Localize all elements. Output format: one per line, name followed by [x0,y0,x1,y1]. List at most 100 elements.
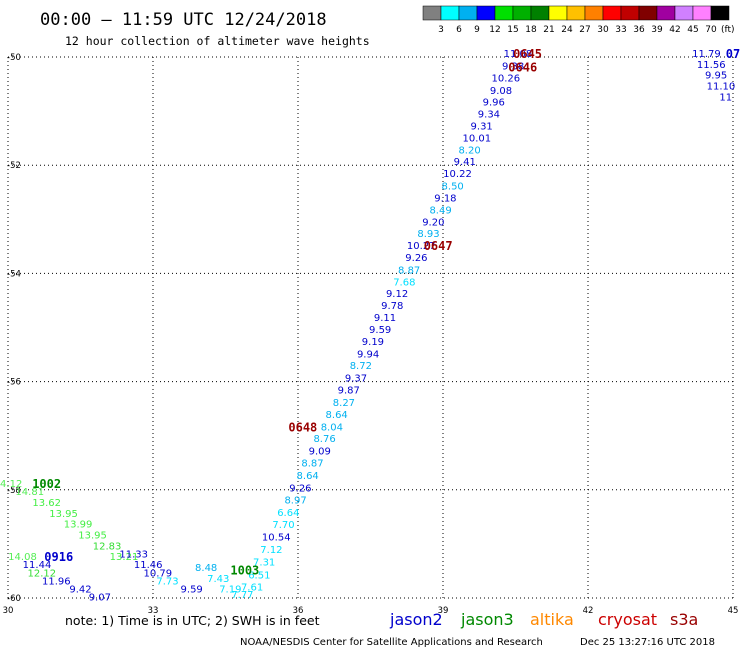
colorbar-swatch [512,5,532,21]
chart-subtitle: 12 hour collection of altimeter wave hei… [65,34,370,48]
colorbar-swatch [476,5,496,21]
swh-label: 11.44 [23,560,52,571]
swh-label: 7.61 [241,582,263,593]
swh-label: 7.43 [207,574,229,585]
grid-lines [7,56,734,599]
swh-label: 9.59 [181,585,203,596]
time-label: 0648 [288,420,317,434]
swh-label: 14.08 [8,552,37,563]
colorbar-label: 36 [633,25,645,35]
swh-label: 11.56 [697,60,726,71]
swh-label: 8.64 [326,410,348,421]
swh-label: 10.54 [262,533,291,544]
swh-label: 10.22 [443,169,472,180]
footer-note: note: 1) Time is in UTC; 2) SWH is in fe… [65,613,320,628]
mission-legend: jason2 jason3 altika cryosat s3a [389,610,698,629]
swh-label: 9.08 [490,86,512,97]
swh-label: 8.76 [313,434,335,445]
colorbar-swatch [422,5,442,21]
swh-label: 8.48 [195,563,217,574]
swh-label: 11 [719,92,732,103]
swh-label: 8.93 [417,229,439,240]
swh-label: 12.83 [93,541,122,552]
swh-label: 13.95 [49,509,78,520]
swh-label: 11.79 [692,49,721,60]
swh-label: 9.12 [386,289,408,300]
swh-label: 7.70 [272,520,294,531]
mission-label-altika: altika [530,610,574,629]
time-label: 0645 [513,47,542,61]
colorbar-label: 3 [438,25,444,35]
swh-label: 8.97 [284,495,306,506]
swh-label: 13.21 [110,552,139,563]
swh-label: 9.09 [309,447,331,458]
timestamp-text: Dec 25 13:27:16 UTC 2018 [580,637,715,648]
time-label: 1003 [230,564,259,578]
swh-label: 9.78 [381,301,403,312]
colorbar-label: 12 [489,25,500,35]
colorbar-label: 70 [705,25,717,35]
swh-label: 9.26 [405,253,427,264]
colorbar-swatch [602,5,622,21]
y-tick-label: -52 [7,161,21,171]
swh-label: 7.12 [260,545,282,556]
y-tick-label: -56 [7,378,21,388]
swh-label: 9.94 [357,349,379,360]
colorbar-label: 21 [543,25,554,35]
swh-label: 9.19 [362,337,384,348]
swh-label: 7.73 [156,576,178,587]
colorbar-unit: (ft) [721,25,735,35]
swh-label: 6.64 [277,508,299,519]
swh-label: 9.18 [434,193,456,204]
swh-label: 9.07 [89,593,111,604]
colorbar-label: 6 [456,25,462,35]
y-tick-label: -54 [7,269,21,279]
swh-label: 8.87 [398,265,420,276]
swh-label: 13.99 [64,520,93,531]
x-tick-label: 42 [583,606,594,616]
colorbar-swatch [566,5,586,21]
y-tick-label: -60 [7,594,21,604]
swh-label: 8.87 [301,459,323,470]
colorbar-swatch [638,5,658,21]
swh-label: 9.41 [454,157,476,168]
swh-label: 8.50 [442,182,464,193]
colorbar-label: 30 [597,25,609,35]
colorbar-label: 45 [687,25,698,35]
swh-label: 8.64 [297,471,319,482]
time-label: 07 [726,47,740,61]
x-tick-label: 45 [728,606,739,616]
colorbar-swatch [692,5,712,21]
swh-label: 9.26 [289,483,311,494]
swh-label: 9.38 [502,61,524,72]
swh-label: 10.79 [144,568,173,579]
colorbar-label: 27 [579,25,590,35]
swh-label: 7.31 [253,558,275,569]
swh-label: 11.46 [134,560,163,571]
swh-label: 11.33 [119,549,148,560]
credit-text: NOAA/NESDIS Center for Satellite Applica… [240,637,543,648]
colorbar-swatch [584,5,604,21]
axes: 30 33 36 39 42 45 -50 -52 -54 -56 -58 -60 [3,53,739,616]
time-label: 0646 [508,61,537,75]
time-label: 1002 [32,477,61,491]
colorbar-swatch [440,5,460,21]
colorbar-swatch [548,5,568,21]
swh-label: 8.49 [429,205,451,216]
colorbar-label: 15 [507,25,518,35]
colorbar-label: 9 [474,25,480,35]
x-tick-label: 33 [148,606,159,616]
swh-label: 8.20 [458,145,480,156]
swh-label: 13.95 [78,530,107,541]
colorbar-swatch [674,5,694,21]
mission-label-cryosat: cryosat [598,610,657,629]
colorbar-swatch [494,5,514,21]
colorbar-swatch [620,5,640,21]
swh-label: 9.34 [478,110,500,121]
swh-label: 8.72 [350,361,372,372]
swh-label: 8.27 [333,398,355,409]
colorbar-label: 33 [615,25,626,35]
